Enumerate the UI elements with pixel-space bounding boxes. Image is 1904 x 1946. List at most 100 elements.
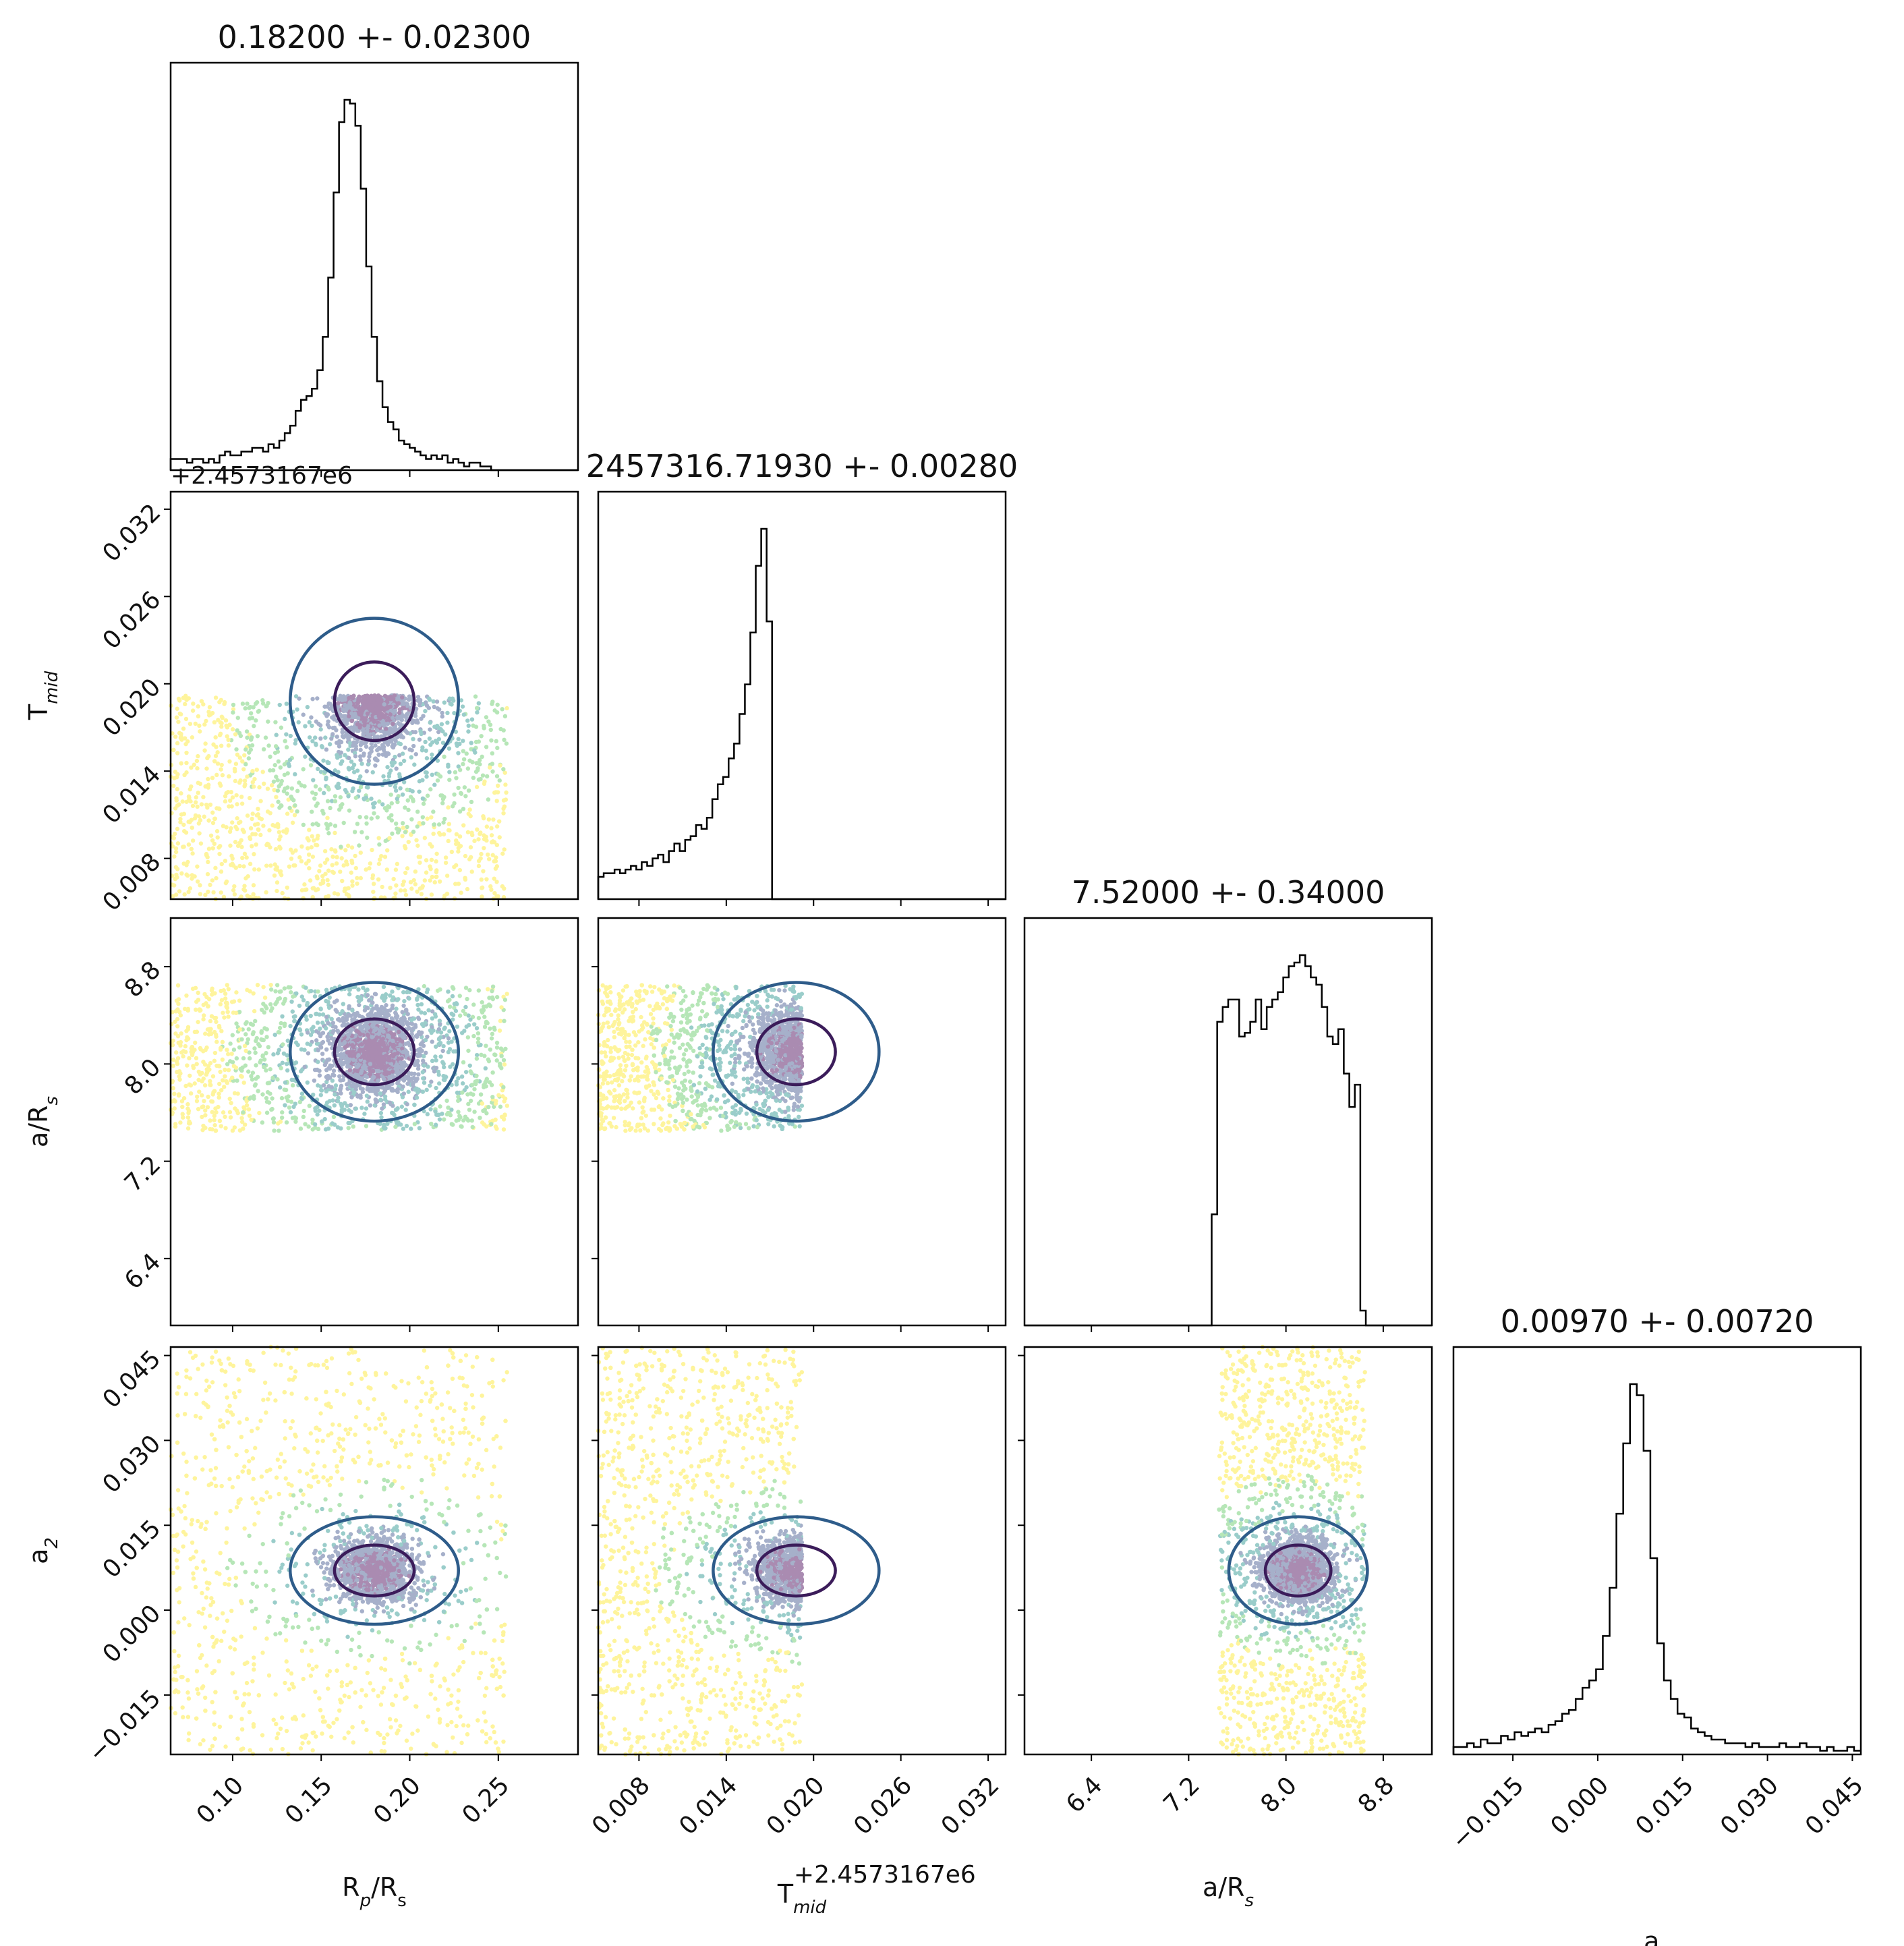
scatter-point [382, 1054, 386, 1060]
scatter-point [382, 717, 386, 722]
scatter-point [423, 739, 428, 745]
scatter-point [208, 1083, 213, 1087]
scatter-point [227, 774, 231, 779]
scatter-point [320, 808, 325, 813]
scatter-point [346, 1012, 351, 1017]
scatter-point [378, 697, 384, 702]
scatter-point [309, 845, 314, 850]
scatter-point [266, 743, 271, 748]
scatter-point [417, 789, 422, 794]
scatter-point [367, 699, 372, 704]
scatter-point [318, 1044, 323, 1049]
scatter-point [248, 861, 253, 867]
scatter-point [357, 1002, 362, 1008]
scatter-point [416, 855, 422, 859]
scatter-point [301, 998, 306, 1003]
scatter-point [231, 888, 236, 892]
scatter-point [271, 1120, 277, 1125]
scatter-point [352, 830, 357, 834]
scatter-point [403, 805, 407, 810]
panel-frame [597, 490, 1007, 900]
scatter-point [382, 855, 388, 859]
scatter-point [323, 735, 328, 740]
scatter-point [388, 712, 393, 717]
scatter-point [366, 1025, 371, 1030]
scatter-point [354, 740, 359, 745]
scatter-point [474, 1026, 480, 1031]
scatter-point [218, 783, 223, 788]
scatter-point [187, 1056, 192, 1061]
scatter-point [338, 1078, 343, 1083]
scatter-point [317, 1108, 322, 1113]
scatter-point [219, 714, 225, 719]
scatter-point [482, 836, 487, 842]
scatter-point [346, 713, 351, 718]
scatter-point [353, 853, 357, 859]
scatter-point [351, 786, 355, 791]
scatter-point [226, 1068, 231, 1072]
scatter-point [358, 720, 363, 724]
scatter-point [214, 829, 220, 834]
scatter-point [364, 815, 369, 820]
scatter-point [407, 694, 412, 699]
scatter-point [459, 1124, 463, 1128]
scatter-point [204, 852, 209, 857]
scatter-point [174, 775, 179, 780]
scatter-point [178, 1071, 183, 1076]
scatter-point [486, 797, 491, 802]
scatter-point [235, 802, 239, 807]
scatter-point [190, 838, 196, 843]
scatter-point [202, 1083, 208, 1088]
scatter-point [413, 751, 418, 757]
scatter-point [172, 1106, 177, 1111]
scatter-point [320, 1052, 325, 1056]
scatter-point [374, 1035, 379, 1040]
scatter-point [395, 1107, 399, 1112]
scatter-point [175, 751, 180, 755]
scatter-point [346, 766, 351, 770]
scatter-point [480, 754, 484, 760]
scatter-point [216, 1104, 221, 1110]
scatter-point [350, 766, 355, 770]
scatter-point [437, 1117, 442, 1122]
scatter-point [186, 842, 192, 847]
scatter-point [427, 697, 432, 702]
scatter-point [309, 715, 314, 720]
scatter-point [340, 878, 345, 884]
scatter-point [350, 861, 355, 865]
scatter-point [383, 708, 388, 712]
scatter-point [210, 820, 216, 826]
scatter-point [489, 833, 494, 838]
scatter-point [395, 693, 399, 698]
scatter-point [326, 1021, 330, 1026]
scatter-point [260, 1092, 265, 1097]
scatter-point [364, 867, 368, 872]
scatter-point [388, 739, 394, 744]
scatter-point [339, 1103, 345, 1108]
scatter-point [275, 880, 280, 885]
scatter-point [400, 821, 405, 826]
scatter-point [475, 761, 481, 766]
scatter-point [482, 781, 487, 786]
scatter-point [371, 701, 376, 706]
scatter-point [235, 843, 241, 849]
scatter-point [366, 1056, 371, 1061]
scatter-point [411, 743, 416, 749]
scatter-point [186, 1110, 191, 1116]
scatter-point [389, 801, 394, 806]
scatter-point [339, 1126, 343, 1131]
scatter-point [465, 830, 471, 834]
scatter-point [393, 714, 398, 718]
scatter-point [376, 877, 381, 882]
scatter-point [316, 1126, 321, 1132]
scatter-point [324, 1075, 329, 1079]
scatter-point [428, 842, 432, 847]
scatter-point [436, 1081, 442, 1086]
scatter-point [448, 1113, 453, 1118]
scatter-point [455, 1024, 460, 1029]
scatter-point [336, 701, 341, 706]
scatter-point [285, 1068, 290, 1073]
scatter-point [254, 767, 259, 772]
scatter-point [334, 784, 339, 789]
scatter-point [384, 1003, 388, 1008]
